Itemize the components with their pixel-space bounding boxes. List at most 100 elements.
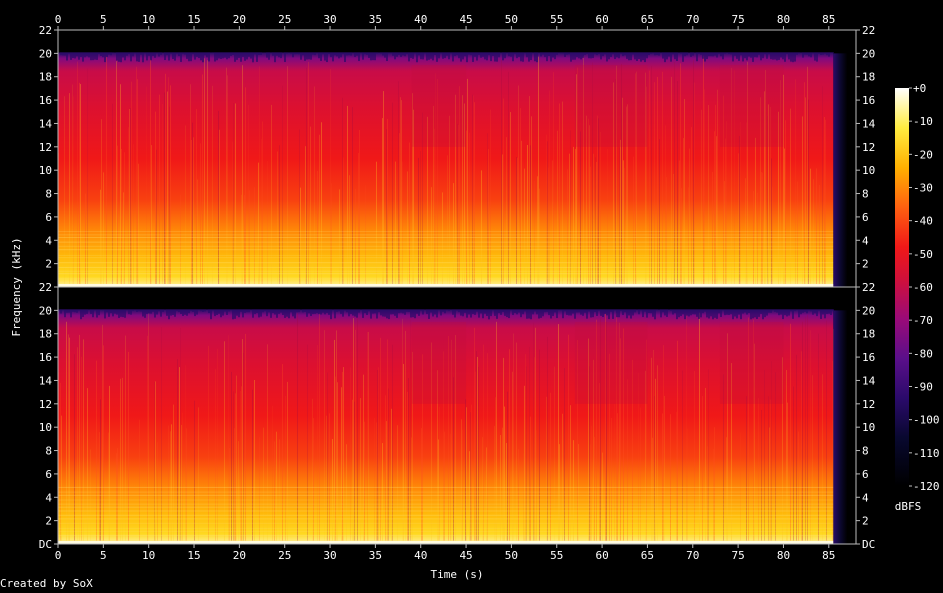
time-streak xyxy=(589,125,590,288)
time-streak xyxy=(405,330,406,544)
rolloff-edge xyxy=(666,52,668,60)
time-streak xyxy=(232,141,233,287)
credit-text: Created by SoX xyxy=(0,577,93,590)
rolloff-edge xyxy=(628,52,630,61)
time-streak xyxy=(635,73,636,287)
time-streak xyxy=(207,60,208,288)
x-tick-label-bottom: 50 xyxy=(505,549,518,562)
time-streak xyxy=(486,447,487,544)
rolloff-edge xyxy=(484,309,486,314)
rolloff-edge xyxy=(462,52,464,60)
rolloff-edge xyxy=(648,309,650,314)
rolloff-edge xyxy=(444,52,446,59)
time-streak xyxy=(277,151,278,287)
time-streak xyxy=(784,148,785,287)
rolloff-edge xyxy=(576,52,578,58)
time-streak xyxy=(182,412,183,544)
rolloff-edge xyxy=(574,309,576,319)
time-streak xyxy=(413,109,414,287)
time-streak xyxy=(116,453,117,544)
rolloff-edge xyxy=(400,52,402,57)
rolloff-edge xyxy=(764,309,766,318)
time-streak xyxy=(701,109,702,287)
rolloff-edge xyxy=(282,309,284,316)
harmonic-line xyxy=(58,506,834,508)
time-streak xyxy=(376,161,377,287)
rolloff-edge xyxy=(260,309,262,317)
rolloff-edge xyxy=(612,52,614,55)
time-streak xyxy=(615,79,616,287)
rolloff-edge xyxy=(430,52,432,59)
rolloff-edge xyxy=(626,52,628,59)
rolloff-edge xyxy=(130,52,132,62)
rolloff-edge xyxy=(712,52,714,57)
y-tick-label-right: 8 xyxy=(862,188,869,201)
time-streak xyxy=(594,436,595,544)
time-streak xyxy=(99,432,100,544)
rolloff-edge xyxy=(160,52,162,55)
y-tick-label-right: 12 xyxy=(862,141,875,154)
time-streak xyxy=(434,128,435,287)
rolloff-edge xyxy=(388,309,390,320)
rolloff-edge xyxy=(236,52,238,60)
rolloff-edge xyxy=(458,309,460,313)
time-streak xyxy=(797,181,798,287)
rolloff-edge xyxy=(110,309,112,314)
rolloff-edge xyxy=(398,309,400,314)
rolloff-edge xyxy=(548,309,550,316)
time-streak xyxy=(691,127,692,287)
rolloff-edge xyxy=(510,52,512,57)
rolloff-edge xyxy=(664,309,666,316)
rolloff-edge xyxy=(410,309,412,318)
time-streak xyxy=(770,106,771,287)
rolloff-edge xyxy=(154,309,156,318)
rolloff-edge xyxy=(284,52,286,63)
rolloff-edge xyxy=(314,309,316,314)
rolloff-edge xyxy=(242,309,244,318)
rolloff-edge xyxy=(246,52,248,60)
rolloff-edge xyxy=(758,309,760,317)
rolloff-edge xyxy=(306,52,308,60)
time-streak xyxy=(804,82,805,287)
rolloff-edge xyxy=(414,309,416,319)
time-streak xyxy=(683,138,684,287)
time-streak xyxy=(101,119,102,288)
rolloff-edge xyxy=(308,52,310,60)
rolloff-edge xyxy=(526,52,528,58)
rolloff-edge xyxy=(774,309,776,312)
rolloff-edge xyxy=(354,309,356,317)
time-streak xyxy=(360,398,361,544)
rolloff-edge xyxy=(692,309,694,315)
time-streak xyxy=(314,86,315,288)
time-streak xyxy=(313,418,314,544)
time-streak xyxy=(388,388,389,544)
time-streak xyxy=(453,183,454,287)
rolloff-edge xyxy=(226,52,228,60)
rolloff-edge xyxy=(522,309,524,315)
rolloff-edge xyxy=(126,309,128,311)
rolloff-edge xyxy=(618,52,620,59)
rolloff-edge xyxy=(182,309,184,316)
rolloff-edge xyxy=(200,52,202,61)
rolloff-edge xyxy=(534,52,536,62)
rolloff-edge xyxy=(138,52,140,62)
rolloff-edge xyxy=(578,309,580,313)
rolloff-edge xyxy=(422,309,424,315)
rolloff-edge xyxy=(558,309,560,310)
time-streak xyxy=(102,324,103,544)
rolloff-edge xyxy=(566,52,568,55)
rolloff-edge xyxy=(606,52,608,62)
time-streak xyxy=(530,145,531,287)
rolloff-edge xyxy=(482,309,484,319)
rolloff-edge xyxy=(194,309,196,317)
rolloff-edge xyxy=(72,309,74,312)
colorbar-tick-label: -70 xyxy=(913,314,933,327)
rolloff-edge xyxy=(614,309,616,311)
time-streak xyxy=(616,65,617,287)
time-streak xyxy=(524,385,525,544)
rolloff-edge xyxy=(128,309,130,315)
rolloff-edge xyxy=(772,309,774,311)
time-streak xyxy=(657,365,658,544)
time-streak xyxy=(822,374,823,544)
time-streak xyxy=(330,69,331,287)
